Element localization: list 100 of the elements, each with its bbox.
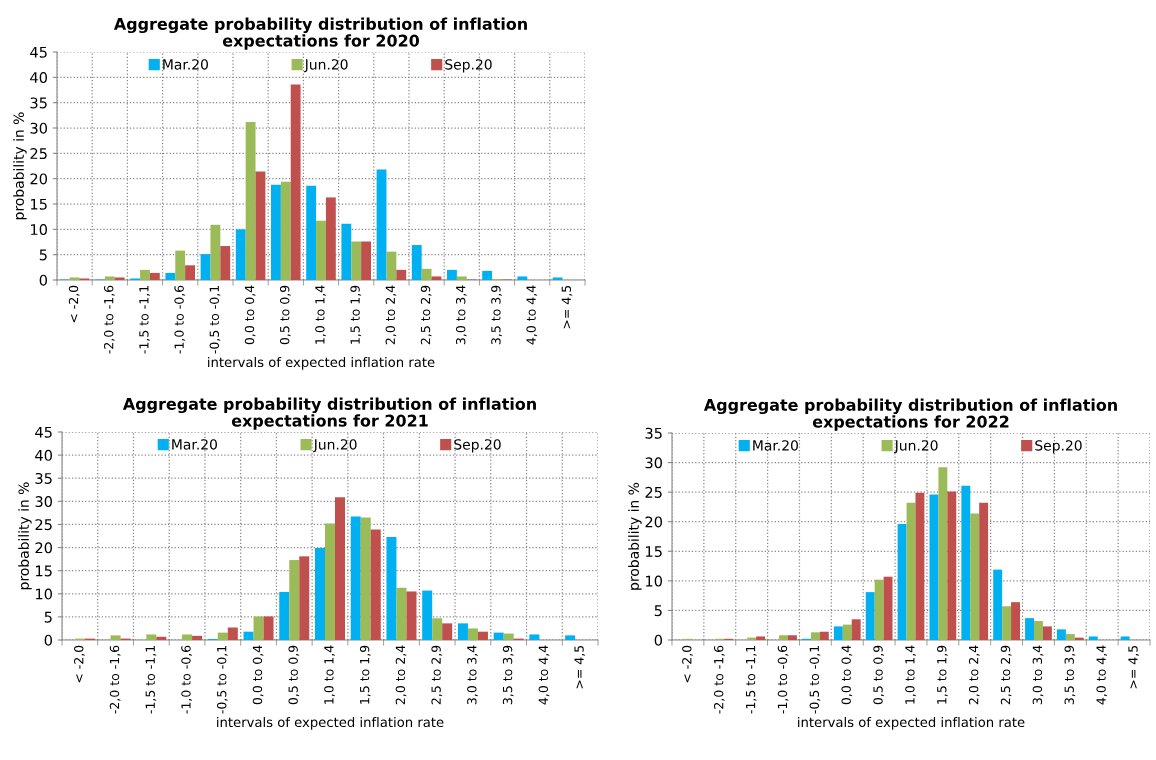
y-tick-label: 40 — [35, 449, 52, 461]
bar — [906, 502, 916, 640]
bar — [314, 548, 325, 640]
y-tick-label: 35 — [35, 472, 52, 484]
x-tick-label: 0,5 to 0,9 — [873, 645, 885, 705]
y-tick-label: 5 — [39, 249, 47, 261]
x-axis-title: intervals of expected inflation rate — [217, 716, 444, 730]
y-tick-label: 25 — [35, 519, 52, 531]
x-tick-label: -1,0 to -0,6 — [174, 285, 186, 354]
bar — [970, 513, 980, 640]
bar — [431, 276, 442, 280]
x-tick-label: 0,5 to 0,9 — [288, 645, 300, 705]
bar — [227, 627, 238, 640]
x-tick-label: -1,5 to -1,1 — [139, 286, 150, 354]
x-tick-label: 3,0 to 3,4 — [467, 645, 478, 705]
bar — [279, 591, 290, 640]
bar — [477, 631, 488, 640]
bar — [290, 84, 301, 280]
bar — [552, 277, 563, 280]
bar — [915, 492, 925, 640]
bar — [351, 241, 362, 280]
bar — [146, 634, 157, 640]
x-tick-label: < -2,0 — [682, 645, 693, 683]
x-tick-label: 0,0 to 0,4 — [841, 645, 853, 705]
bar — [1056, 629, 1066, 640]
bar — [938, 467, 948, 640]
bar — [503, 633, 514, 640]
y-tick-label: 20 — [30, 173, 47, 185]
bar — [1002, 606, 1012, 640]
bar — [422, 590, 433, 640]
bar — [253, 616, 264, 640]
y-axis-title: probability in % — [13, 112, 27, 220]
x-tick-label: 4,0 to 4,4 — [538, 645, 550, 705]
bar — [865, 592, 875, 640]
x-tick-label: 4,0 to 4,4 — [526, 285, 538, 345]
bar — [386, 536, 397, 640]
bar — [411, 245, 422, 280]
bar — [235, 229, 246, 280]
x-axis-title: intervals of expected inflation rate — [798, 716, 1025, 730]
bar — [779, 635, 788, 640]
bar — [220, 246, 231, 280]
bar — [299, 556, 310, 640]
bar — [1065, 634, 1075, 640]
bar — [1025, 618, 1035, 640]
bar — [217, 632, 228, 640]
y-tick-label: 15 — [31, 198, 47, 210]
bar — [156, 636, 167, 640]
bar — [929, 494, 939, 640]
bar — [245, 121, 256, 280]
bar — [1042, 626, 1052, 640]
bar — [271, 184, 281, 280]
x-tick-label: -2,0 to -1,6 — [103, 285, 115, 354]
bar — [897, 524, 907, 640]
bar — [360, 517, 371, 640]
y-tick-label: 35 — [30, 97, 47, 109]
y-tick-label: 0 — [654, 634, 662, 646]
legend-label: Mar.20 — [753, 440, 798, 451]
bar — [993, 569, 1003, 640]
bar — [114, 277, 125, 280]
y-tick-label: 20 — [645, 516, 662, 528]
bar — [175, 250, 186, 280]
legend-label: Jun.20 — [304, 59, 348, 73]
bar — [442, 623, 453, 640]
bar — [432, 618, 443, 640]
bar — [370, 529, 381, 640]
bar — [210, 224, 221, 280]
y-axis-title: probability in % — [18, 482, 32, 590]
bar — [961, 485, 971, 640]
x-tick-label: -2,0 to -1,6 — [713, 645, 725, 714]
bar — [306, 185, 317, 280]
x-tick-label: 1,5 to 1,9 — [350, 285, 362, 344]
bar — [979, 502, 989, 640]
y-tick-label: 35 — [645, 427, 662, 439]
x-tick-label: 3,5 to 3,9 — [491, 285, 502, 345]
legend-label: Mar.20 — [172, 439, 217, 450]
y-tick-label: 30 — [30, 122, 47, 134]
bar — [280, 181, 291, 280]
y-tick-label: 10 — [36, 588, 52, 600]
x-tick-label: -0,5 to -0,1 — [209, 286, 221, 354]
bar — [851, 619, 861, 640]
bar — [819, 631, 829, 640]
x-tick-label: 3,0 to 3,4 — [1032, 645, 1044, 705]
x-tick-label: -1,0 to -0,6 — [777, 645, 789, 714]
y-tick-label: 5 — [44, 611, 52, 623]
y-tick-label: 10 — [31, 224, 47, 236]
x-tick-label: 1,5 to 1,9 — [359, 645, 371, 704]
bar — [69, 277, 80, 280]
bar — [104, 276, 115, 280]
bar — [482, 270, 493, 280]
bar — [325, 523, 335, 640]
bar — [396, 269, 407, 280]
bar — [243, 631, 254, 640]
x-tick-label: >= 4,5 — [561, 285, 573, 329]
x-tick-label: 4,0 to 4,4 — [1096, 645, 1108, 705]
bar — [810, 632, 820, 640]
bar — [316, 220, 326, 280]
x-tick-label: -0,5 to -0,1 — [809, 646, 821, 714]
x-tick-label: 0,5 to 0,9 — [279, 285, 291, 345]
x-tick-label: -0,5 to -0,1 — [216, 646, 228, 714]
x-tick-label: < -2,0 — [68, 285, 80, 323]
